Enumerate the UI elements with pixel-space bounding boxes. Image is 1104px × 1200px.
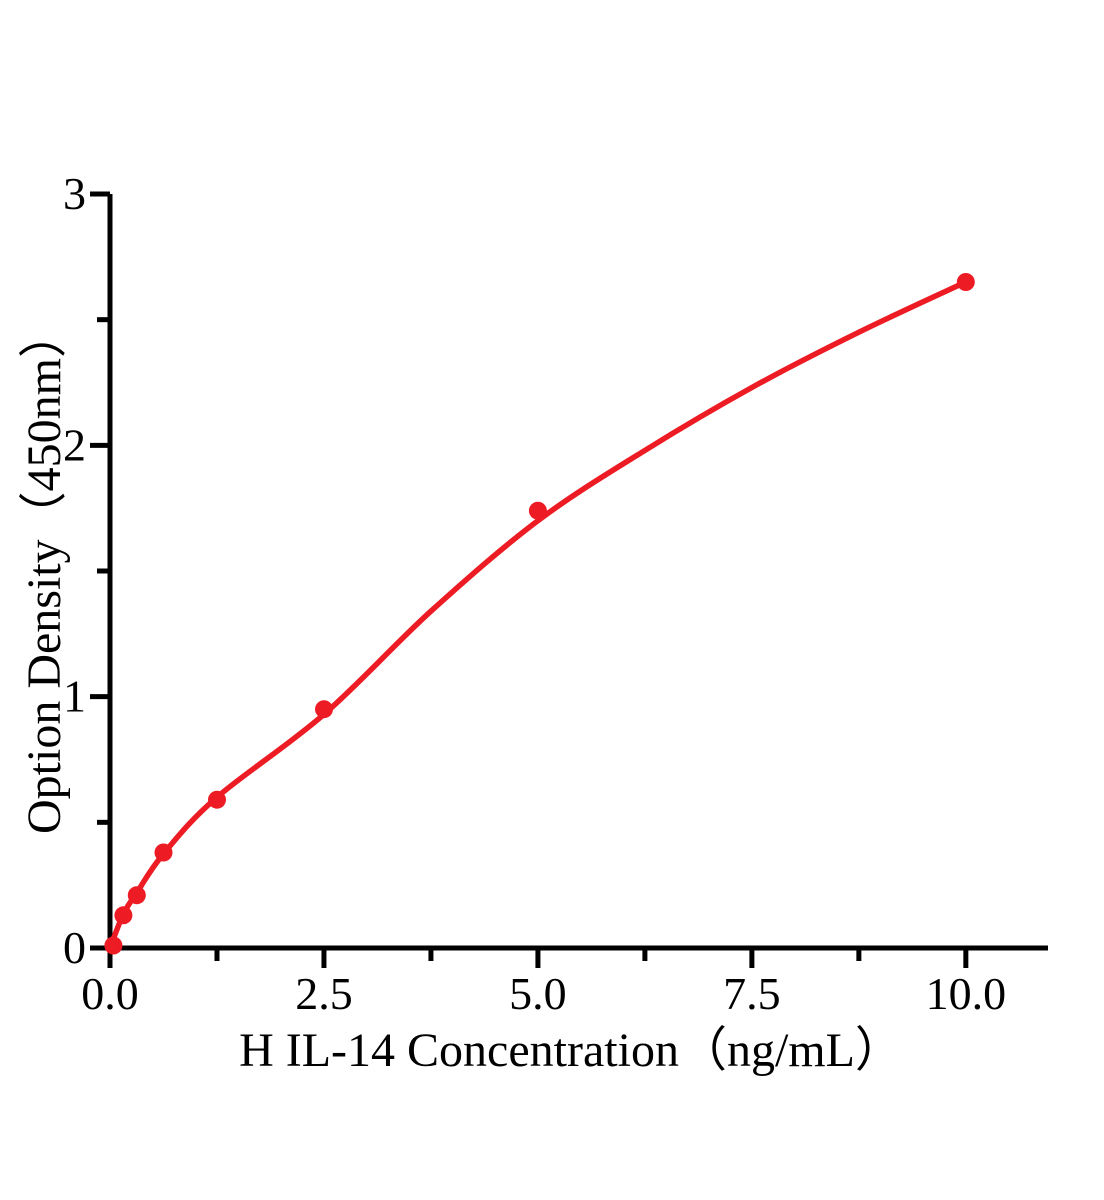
data-point xyxy=(127,886,146,905)
y-tick-label: 3 xyxy=(63,168,86,219)
data-point xyxy=(114,906,133,925)
x-tick-label: 7.5 xyxy=(723,968,781,1019)
y-axis-title: Option Density（450nm） xyxy=(18,310,71,834)
x-tick-label: 5.0 xyxy=(509,968,567,1019)
data-point xyxy=(315,700,333,719)
x-tick-label: 10.0 xyxy=(926,968,1007,1019)
data-point xyxy=(208,790,226,809)
x-tick-label: 0.0 xyxy=(81,968,139,1019)
y-tick-label: 2 xyxy=(63,419,86,470)
y-tick-label: 1 xyxy=(63,671,86,722)
data-point xyxy=(104,936,123,955)
y-tick-label: 0 xyxy=(63,922,86,973)
data-point xyxy=(956,273,975,291)
x-tick-label: 2.5 xyxy=(295,968,353,1019)
x-axis-title: H IL-14 Concentration（ng/mL） xyxy=(239,1024,903,1077)
fit-curve-line xyxy=(107,279,969,951)
data-point xyxy=(154,843,173,862)
data-point xyxy=(528,501,547,520)
